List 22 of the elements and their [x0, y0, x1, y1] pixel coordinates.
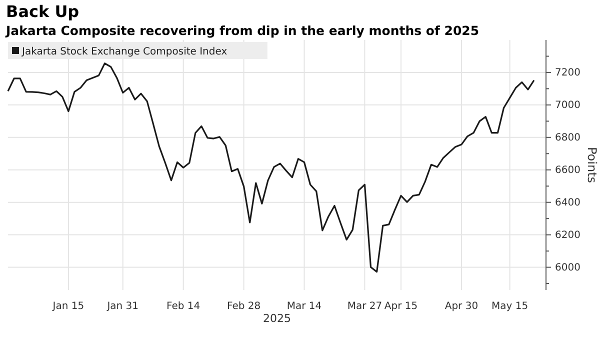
line-series — [7, 62, 535, 273]
x-tick-label: Jan 15 — [52, 301, 84, 312]
x-tick-label: Mar 27 — [347, 301, 382, 312]
y-tick-label: 6600 — [555, 165, 580, 176]
x-tick-label: May 15 — [492, 301, 528, 312]
y-tick-label: 7200 — [555, 68, 580, 79]
y-tick-label: 6000 — [555, 262, 580, 274]
x-tick-label: Feb 28 — [226, 301, 261, 312]
y-tick-label: 7000 — [555, 100, 580, 112]
chart-subtitle: Jakarta Composite recovering from dip in the early months of 2025 — [5, 23, 480, 38]
legend-label: Jakarta Stock Exchange Composite Index — [21, 46, 228, 58]
x-tick-label: Jan 31 — [106, 301, 139, 312]
y-axis-title: Points — [585, 146, 599, 184]
x-tick-label: Apr 15 — [384, 301, 418, 312]
x-tick-label: Mar 14 — [286, 301, 322, 312]
x-axis-title: 2025 — [263, 312, 291, 325]
y-tick-label: 6200 — [555, 230, 580, 242]
x-tick-label: Feb 14 — [166, 301, 200, 312]
chart-title: Back Up — [6, 2, 80, 21]
x-tick-label: Apr 30 — [444, 301, 478, 312]
y-tick-label: 6400 — [555, 198, 580, 209]
y-tick-label: 6800 — [555, 132, 580, 144]
